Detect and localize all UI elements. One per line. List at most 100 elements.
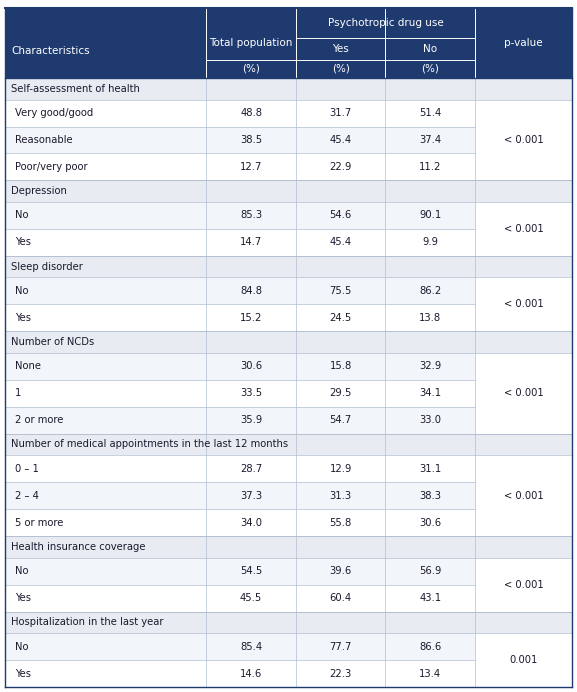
Text: Yes: Yes [15,237,31,247]
Bar [5,353,475,380]
Text: No: No [15,566,28,576]
Bar [5,660,475,687]
Text: 12.7: 12.7 [240,162,263,172]
Text: 38.5: 38.5 [240,135,262,145]
Bar [475,277,572,331]
Text: 22.9: 22.9 [329,162,352,172]
Text: None: None [15,361,41,372]
Text: Poor/very poor: Poor/very poor [15,162,88,172]
Text: 31.7: 31.7 [329,108,352,118]
Bar [5,434,475,455]
Text: Sleep disorder: Sleep disorder [11,262,83,272]
Text: < 0.001: < 0.001 [504,388,544,399]
Text: 15.2: 15.2 [240,313,263,323]
Text: < 0.001: < 0.001 [504,580,544,590]
Text: 0 – 1: 0 – 1 [15,464,39,474]
Bar [5,585,475,612]
Bar [475,100,572,181]
Text: 2 – 4: 2 – 4 [15,491,39,501]
Text: 13.8: 13.8 [419,313,441,323]
Text: 30.6: 30.6 [240,361,262,372]
Text: 0.001: 0.001 [509,655,538,665]
Bar [5,407,475,434]
Bar [475,353,572,434]
Text: 75.5: 75.5 [329,286,352,296]
Text: No: No [15,641,28,652]
Text: No: No [15,286,28,296]
Bar [475,331,572,353]
Bar [5,181,475,202]
Text: 86.6: 86.6 [419,641,441,652]
Text: 84.8: 84.8 [240,286,262,296]
Text: p-value: p-value [504,38,543,48]
Text: 34.1: 34.1 [419,388,441,399]
Bar [5,482,475,509]
Text: 33.5: 33.5 [240,388,262,399]
Text: 54.6: 54.6 [329,210,352,221]
Bar [475,536,572,558]
Bar [5,78,475,100]
Bar [5,509,475,536]
Text: 14.7: 14.7 [240,237,262,247]
Bar [5,256,475,277]
Text: 85.3: 85.3 [240,210,262,221]
Text: 15.8: 15.8 [329,361,352,372]
Text: Psychotropic drug use: Psychotropic drug use [328,18,443,28]
Text: 37.3: 37.3 [240,491,262,501]
Bar [5,331,475,353]
Text: 32.9: 32.9 [419,361,441,372]
Bar [5,229,475,256]
Text: Yes: Yes [15,313,31,323]
Bar [475,434,572,455]
Bar [5,100,475,127]
Text: (%): (%) [421,64,439,74]
Text: Yes: Yes [15,593,31,603]
Bar [475,202,572,256]
Text: 55.8: 55.8 [329,518,352,527]
Bar [475,256,572,277]
Bar [475,78,572,100]
Bar [5,633,475,660]
Text: Self-assessment of health: Self-assessment of health [11,84,140,94]
Text: 35.9: 35.9 [240,415,262,425]
Text: 56.9: 56.9 [419,566,441,576]
Text: 45.5: 45.5 [240,593,262,603]
Bar [475,633,572,687]
Text: 22.3: 22.3 [329,668,352,679]
Text: 24.5: 24.5 [329,313,352,323]
Text: Yes: Yes [15,668,31,679]
Text: 85.4: 85.4 [240,641,262,652]
Bar [475,455,572,536]
Text: 14.6: 14.6 [240,668,262,679]
Text: 51.4: 51.4 [419,108,441,118]
Text: 54.5: 54.5 [240,566,262,576]
Bar [5,8,572,78]
Text: 54.7: 54.7 [329,415,352,425]
Text: 45.4: 45.4 [329,135,352,145]
Bar [5,558,475,585]
Text: Hospitalization in the last year: Hospitalization in the last year [11,617,163,628]
Text: < 0.001: < 0.001 [504,224,544,234]
Text: 2 or more: 2 or more [15,415,63,425]
Bar [5,612,475,633]
Text: Depression: Depression [11,186,67,196]
Bar [5,127,475,154]
Text: 45.4: 45.4 [329,237,352,247]
Text: 11.2: 11.2 [419,162,441,172]
Bar [475,181,572,202]
Bar [5,455,475,482]
Text: Health insurance coverage: Health insurance coverage [11,542,145,552]
Text: 37.4: 37.4 [419,135,441,145]
Bar [475,558,572,612]
Bar [475,612,572,633]
Text: (%): (%) [242,64,260,74]
Text: Number of medical appointments in the last 12 months: Number of medical appointments in the la… [11,439,288,450]
Text: No: No [423,44,437,54]
Text: 13.4: 13.4 [419,668,441,679]
Bar [5,304,475,331]
Text: 34.0: 34.0 [240,518,262,527]
Text: < 0.001: < 0.001 [504,135,544,145]
Text: Reasonable: Reasonable [15,135,73,145]
Text: < 0.001: < 0.001 [504,491,544,501]
Text: (%): (%) [332,64,350,74]
